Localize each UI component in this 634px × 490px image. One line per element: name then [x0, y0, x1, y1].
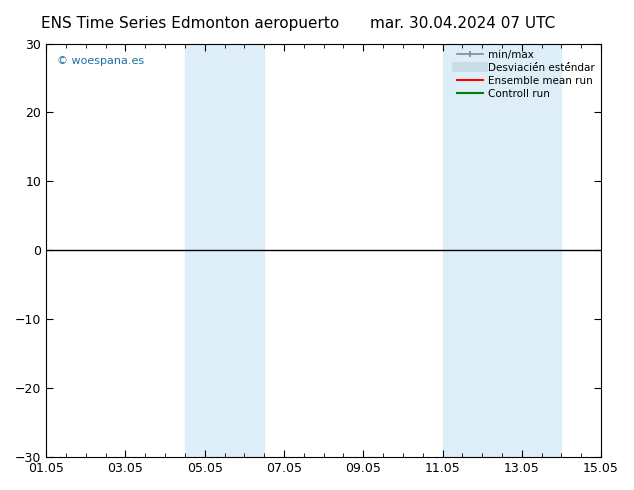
Bar: [443, 44, 482, 457]
Text: © woespana.es: © woespana.es: [57, 56, 145, 66]
Text: mar. 30.04.2024 07 UTC: mar. 30.04.2024 07 UTC: [370, 16, 555, 31]
Bar: [482, 44, 562, 457]
Bar: [185, 44, 264, 457]
Text: ENS Time Series Edmonton aeropuerto: ENS Time Series Edmonton aeropuerto: [41, 16, 339, 31]
Legend: min/max, Desviacié́n esté́ndar, Ensemble mean run, Controll run: min/max, Desviacié́n esté́ndar, Ensemble…: [453, 46, 599, 103]
